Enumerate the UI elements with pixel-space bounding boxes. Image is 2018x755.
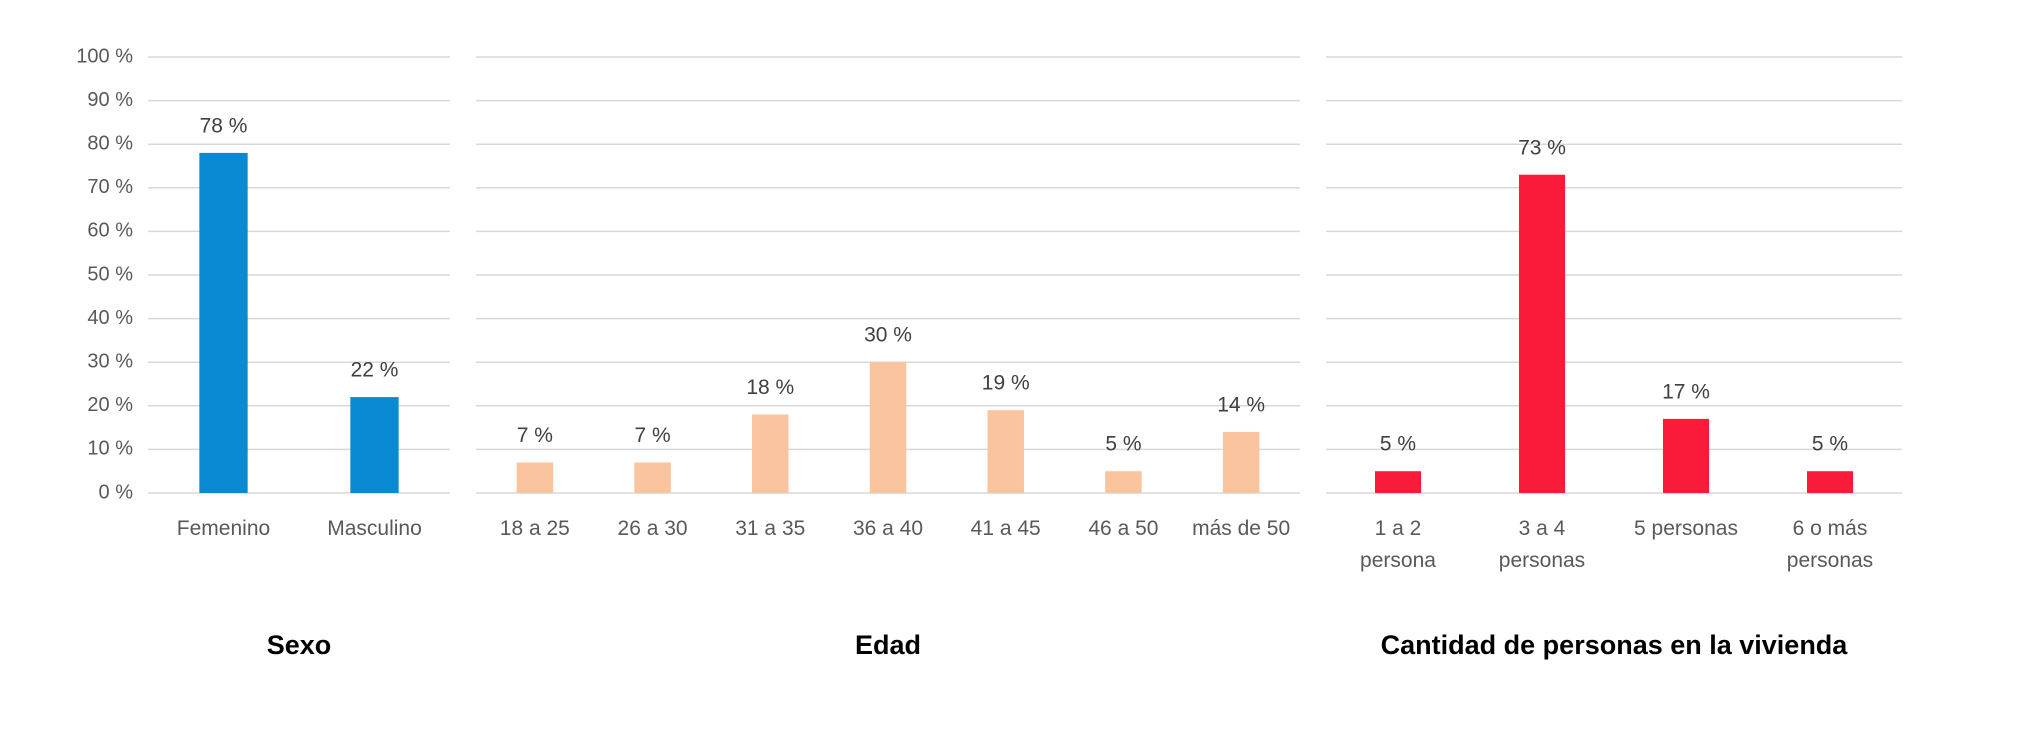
bar: [1662, 418, 1710, 493]
y-tick-label: 10 %: [87, 438, 133, 460]
x-tick-label: 5 personas: [1634, 517, 1738, 540]
bar: [350, 397, 399, 493]
x-tick-label: 6 o más personas: [1786, 517, 1874, 572]
y-tick-label: 60 %: [87, 220, 133, 242]
y-tick-label: 40 %: [87, 307, 133, 329]
bar: [634, 462, 671, 493]
y-tick-label: 80 %: [87, 132, 133, 154]
bar: [1222, 431, 1260, 493]
bar: [516, 462, 554, 493]
value-label: 17 %: [1662, 380, 1710, 403]
x-tick-label: 26 a 30: [617, 517, 688, 540]
chart-title: Sexo: [266, 630, 332, 660]
value-label: 73 %: [1518, 136, 1566, 159]
x-tick-label: 1 a 2 persona: [1360, 517, 1436, 572]
chart-title: Edad: [854, 630, 921, 660]
x-tick-label: más de 50: [1192, 517, 1291, 540]
value-label: 5 %: [1105, 433, 1141, 456]
bar: [1518, 174, 1566, 493]
x-tick-label: Femenino: [176, 517, 271, 540]
value-label: 22 %: [351, 359, 399, 382]
y-tick-label: 0 %: [99, 481, 134, 503]
value-label: 18 %: [746, 376, 794, 399]
y-tick-label: 20 %: [87, 394, 133, 416]
bar: [1374, 471, 1422, 493]
x-tick-label: 41 a 45: [970, 517, 1041, 540]
x-tick-label: 36 a 40: [852, 517, 924, 540]
bar: [199, 152, 248, 494]
y-tick-label: 50 %: [87, 263, 133, 285]
value-label: 7 %: [634, 424, 670, 447]
bar: [1806, 471, 1854, 493]
value-label: 19 %: [982, 372, 1030, 395]
y-tick-label: 100 %: [76, 45, 133, 67]
x-tick-label: 46 a 50: [1088, 517, 1159, 540]
x-tick-label: 3 a 4 personas: [1498, 517, 1586, 572]
bar: [752, 414, 789, 493]
value-label: 30 %: [864, 324, 912, 347]
y-tick-label: 70 %: [87, 176, 133, 198]
bar: [1105, 471, 1142, 493]
value-label: 5 %: [1812, 433, 1848, 456]
y-tick-label: 90 %: [87, 89, 133, 111]
value-label: 5 %: [1380, 433, 1416, 456]
x-tick-label: 31 a 35: [735, 517, 806, 540]
value-label: 78 %: [200, 114, 248, 137]
value-label: 14 %: [1217, 394, 1265, 417]
bar: [869, 362, 907, 493]
x-tick-label: Masculino: [327, 517, 422, 540]
value-label: 7 %: [517, 424, 553, 447]
x-tick-label: 18 a 25: [499, 517, 570, 540]
chart-title: Cantidad de personas en la vivienda: [1380, 630, 1848, 660]
bar: [987, 410, 1024, 493]
y-tick-label: 30 %: [87, 350, 133, 372]
